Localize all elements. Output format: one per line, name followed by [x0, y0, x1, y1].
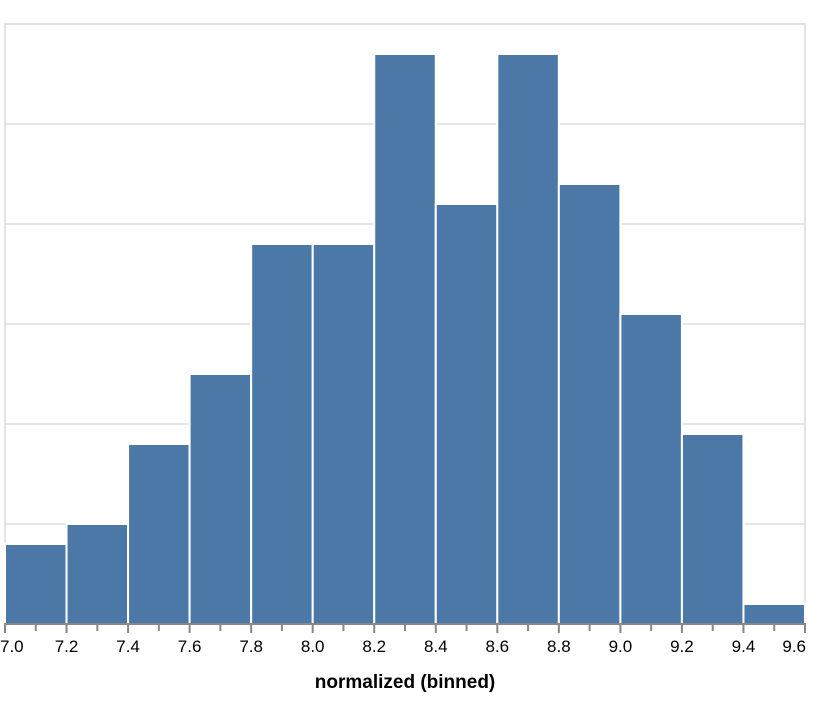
histogram-bar	[65, 523, 130, 625]
x-tick-label: 8.6	[485, 637, 509, 656]
x-axis-title: normalized (binned)	[315, 672, 496, 693]
x-tick-label: 8.4	[424, 637, 448, 656]
x-tick-label: 8.8	[547, 637, 571, 656]
x-tick-label: 9.4	[732, 637, 756, 656]
x-tick-label: 7.6	[178, 637, 202, 656]
x-tick-label: 7.8	[239, 637, 263, 656]
histogram-bar	[373, 53, 437, 625]
x-tick-label: 7.0	[0, 637, 24, 656]
histogram-bar	[742, 603, 807, 625]
histogram-bar	[250, 243, 314, 625]
x-tick-label: 9.6	[782, 637, 806, 656]
bars	[4, 53, 807, 625]
x-tick-label: 8.2	[362, 637, 386, 656]
histogram-bar	[311, 243, 376, 625]
x-tick-label: 9.2	[670, 637, 694, 656]
histogram-bar	[619, 313, 683, 625]
x-axis: 7.0 7.2 7.4 7.6 7.8 8.0 8.2 8.4 8.6 8.8 9.0 9.2 9.4 9…	[0, 623, 806, 656]
histogram-bar	[188, 373, 253, 625]
x-tick-label: 8.0	[301, 637, 325, 656]
histogram-bar	[127, 443, 191, 625]
histogram-bar	[557, 183, 622, 625]
histogram-bar	[680, 433, 745, 625]
histogram-bar	[4, 543, 68, 625]
x-tick-label: 7.2	[55, 637, 79, 656]
x-tick-label: 7.4	[116, 637, 140, 656]
histogram-bar	[496, 53, 560, 625]
x-tick-label: 9.0	[609, 637, 633, 656]
histogram-bar	[434, 203, 499, 625]
